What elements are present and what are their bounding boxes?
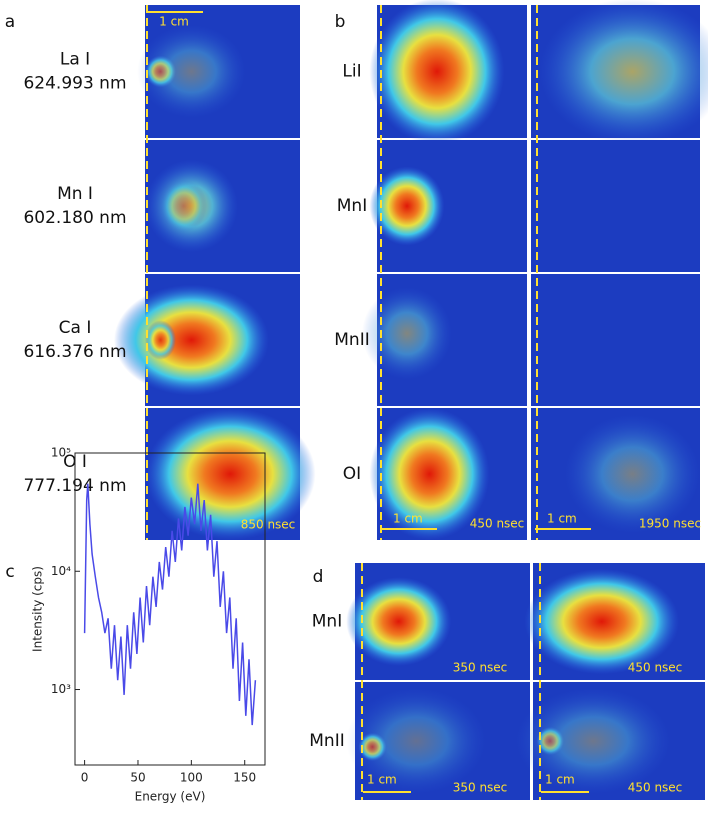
species-label: MnI — [312, 612, 342, 632]
panel-label: a — [5, 12, 15, 32]
species-label: MnII — [334, 330, 369, 350]
time-label: 450 nsec — [628, 781, 683, 795]
y-tick-label: 10⁴ — [51, 564, 71, 578]
time-label: 450 nsec — [628, 661, 683, 675]
y-axis-label: Intensity (cps) — [31, 566, 45, 652]
x-axis-label: Energy (eV) — [135, 790, 206, 804]
plume — [369, 166, 445, 246]
plume — [145, 320, 176, 360]
scale-bar-label: 1 cm — [545, 773, 575, 787]
x-tick-label: 50 — [130, 771, 145, 785]
wavelength-label: 616.376 nm — [23, 342, 126, 362]
scale-bar-label: 1 cm — [547, 512, 577, 526]
plume — [346, 577, 452, 666]
plot-frame — [74, 452, 266, 766]
x-tick-label: 150 — [233, 771, 256, 785]
x-tick-label: 0 — [81, 771, 89, 785]
species-label: OI — [343, 464, 361, 484]
plume — [369, 408, 490, 540]
x-tick-label: 100 — [180, 771, 203, 785]
time-label: 850 nsec — [241, 518, 296, 532]
plume — [515, 687, 671, 795]
plume — [369, 0, 505, 145]
element-label: Mn I — [57, 184, 93, 204]
wavelength-label: 602.180 nm — [23, 208, 126, 228]
panel-label: b — [335, 12, 346, 32]
species-label: MnI — [337, 196, 367, 216]
element-label: Ca I — [59, 318, 92, 338]
y-tick-label: 10³ — [51, 682, 71, 696]
plume — [137, 24, 246, 119]
scale-bar-label: 1 cm — [367, 773, 397, 787]
plume-image — [531, 140, 700, 272]
wavelength-label: 624.993 nm — [23, 74, 126, 94]
panel-label: d — [313, 567, 324, 587]
time-label: 350 nsec — [453, 661, 508, 675]
plume — [539, 0, 708, 145]
plume — [114, 284, 269, 396]
y-tick-label: 10⁵ — [51, 446, 71, 460]
species-label: MnII — [309, 731, 344, 751]
plume — [346, 687, 487, 795]
plume — [524, 568, 680, 675]
element-label: La I — [60, 50, 90, 70]
panel-label: c — [5, 562, 14, 582]
time-label: 450 nsec — [470, 517, 525, 531]
spectrum-line — [83, 483, 257, 726]
species-label: LiI — [342, 62, 361, 82]
plume — [564, 414, 701, 534]
scale-bar-label: 1 cm — [159, 15, 189, 29]
scale-bar-label: 1 cm — [393, 512, 423, 526]
plume-image — [531, 274, 700, 406]
plume — [362, 287, 452, 380]
time-label: 350 nsec — [453, 781, 508, 795]
plume — [160, 179, 207, 233]
time-label: 1950 nsec — [639, 517, 701, 531]
plume — [145, 408, 316, 540]
